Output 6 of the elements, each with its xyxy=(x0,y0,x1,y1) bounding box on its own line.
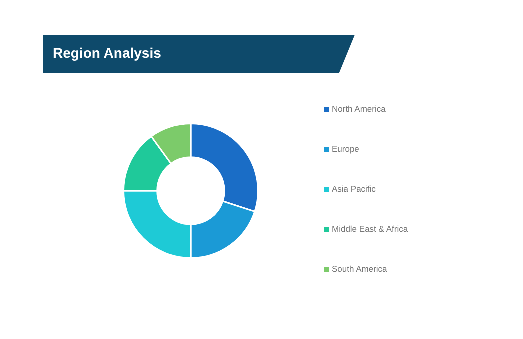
legend-label: Asia Pacific xyxy=(332,184,376,194)
chart-title: Region Analysis xyxy=(53,45,162,61)
legend-label: South America xyxy=(332,264,388,274)
legend-label: Europe xyxy=(332,144,360,154)
legend-label: North America xyxy=(332,104,386,114)
legend-label: Middle East & Africa xyxy=(332,224,408,234)
